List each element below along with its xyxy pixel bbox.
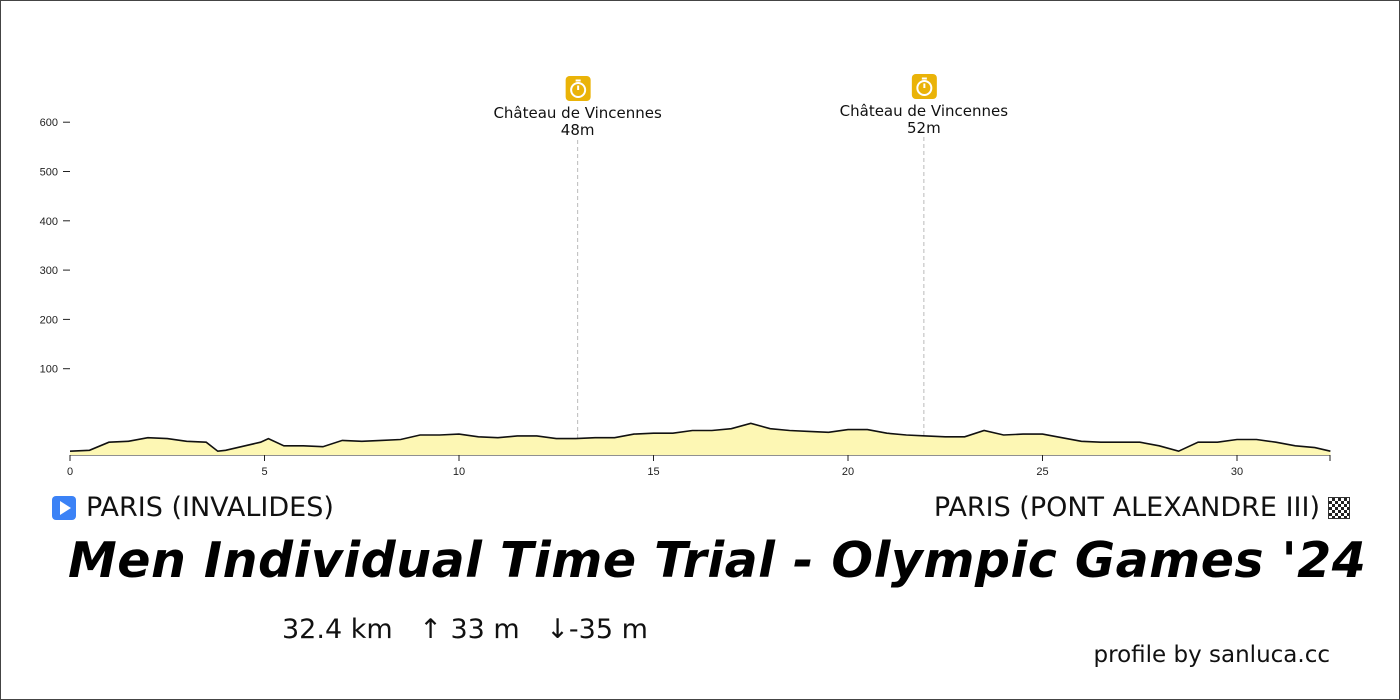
chart-title: Men Individual Time Trial - Olympic Game… bbox=[68, 532, 1367, 589]
stopwatch-icon bbox=[565, 76, 591, 101]
x-tick-label: 20 bbox=[842, 466, 854, 478]
x-tick-label: 10 bbox=[453, 466, 465, 478]
elevation-area bbox=[70, 423, 1331, 455]
play-icon bbox=[52, 495, 76, 520]
descent-stat: ↓-35 m bbox=[546, 614, 648, 645]
route-stats: 32.4 km ↑ 33 m ↓-35 m bbox=[282, 614, 666, 645]
x-axis: 0 5 10 15 20 25 30 bbox=[67, 454, 1331, 478]
y-tick-label: 300 bbox=[40, 265, 58, 277]
y-tick-label: 600 bbox=[40, 117, 58, 129]
checkpoint-name: Château de Vincennes bbox=[493, 104, 662, 122]
checkpoint-elevation: 52m bbox=[907, 119, 941, 137]
y-tick-label: 100 bbox=[40, 364, 58, 376]
y-tick-label: 200 bbox=[40, 314, 58, 326]
start-location: PARIS (INVALIDES) bbox=[52, 492, 334, 523]
y-tick-label: 400 bbox=[40, 216, 58, 228]
stopwatch-icon-face bbox=[570, 82, 587, 98]
stopwatch-icon-face bbox=[916, 80, 933, 96]
elevation-line bbox=[69, 422, 1331, 453]
distance-stat: 32.4 km bbox=[282, 614, 393, 645]
checkpoint-elevation: 48m bbox=[561, 121, 595, 139]
credit-text: profile by sanluca.cc bbox=[1093, 642, 1330, 668]
x-tick-label: 25 bbox=[1036, 466, 1048, 478]
x-tick-label: 0 bbox=[67, 466, 73, 478]
checkered-flag-icon bbox=[1328, 496, 1350, 519]
y-tick-label: 500 bbox=[40, 167, 58, 179]
start-label: PARIS (INVALIDES) bbox=[86, 492, 334, 523]
y-axis: 100 200 300 400 500 600 bbox=[40, 117, 70, 376]
x-tick-label: 5 bbox=[261, 466, 267, 478]
finish-location: PARIS (PONT ALEXANDRE III) bbox=[934, 492, 1350, 523]
finish-label: PARIS (PONT ALEXANDRE III) bbox=[933, 492, 1320, 523]
checkpoint-lines bbox=[577, 137, 925, 455]
x-tick-label: 30 bbox=[1231, 466, 1243, 478]
checkpoint-name: Château de Vincennes bbox=[840, 102, 1009, 120]
stopwatch-icon bbox=[911, 74, 937, 99]
ascent-stat: ↑ 33 m bbox=[419, 614, 520, 645]
x-tick-label: 15 bbox=[647, 466, 659, 478]
